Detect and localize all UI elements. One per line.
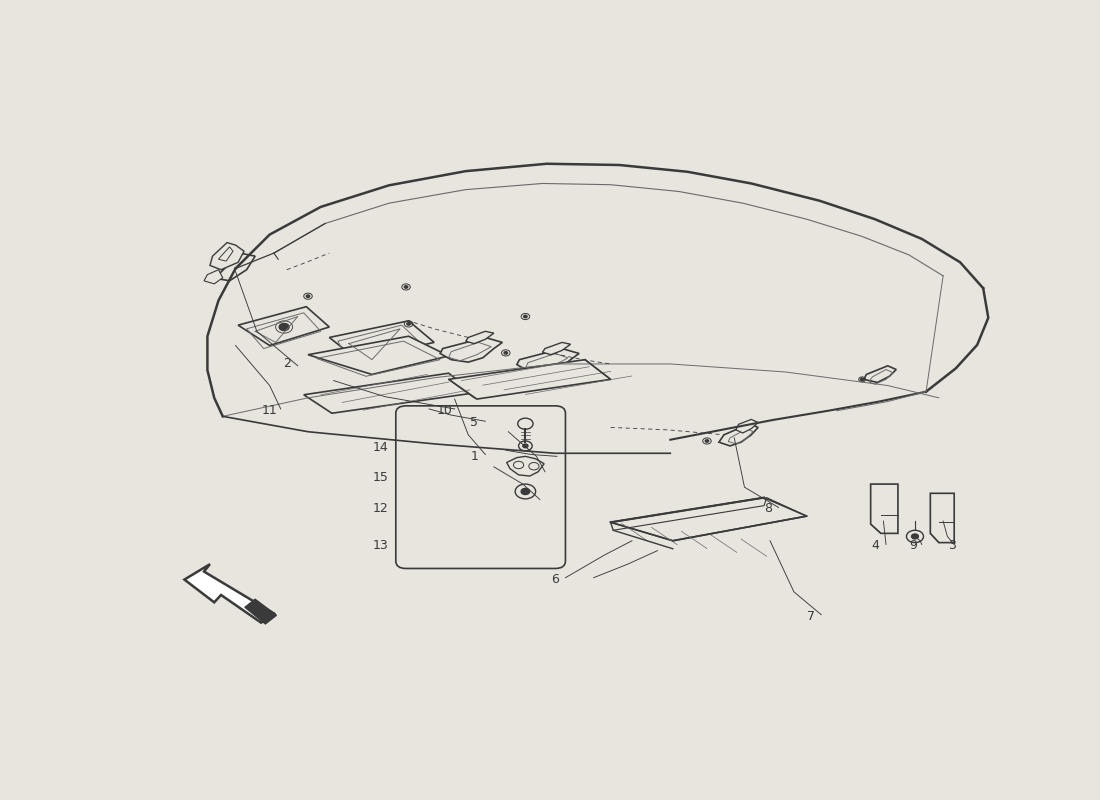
Circle shape: [860, 378, 864, 381]
Polygon shape: [449, 360, 610, 399]
Text: 4: 4: [871, 539, 879, 552]
Circle shape: [504, 352, 507, 354]
Circle shape: [705, 440, 708, 442]
Polygon shape: [542, 342, 571, 354]
Text: 8: 8: [764, 502, 772, 515]
Text: 15: 15: [373, 471, 388, 485]
Text: 14: 14: [373, 441, 388, 454]
Text: 9: 9: [910, 539, 917, 552]
Text: 11: 11: [262, 404, 277, 417]
Polygon shape: [931, 494, 954, 542]
FancyBboxPatch shape: [396, 406, 565, 569]
Polygon shape: [245, 599, 276, 624]
Text: 13: 13: [373, 539, 388, 552]
Polygon shape: [210, 242, 244, 270]
Polygon shape: [719, 424, 758, 446]
Text: 6: 6: [551, 573, 559, 586]
Text: 5: 5: [470, 416, 478, 429]
Polygon shape: [212, 253, 255, 281]
Circle shape: [279, 323, 289, 330]
Text: 2: 2: [283, 358, 290, 370]
Text: 7: 7: [807, 610, 815, 623]
Polygon shape: [610, 498, 806, 541]
Polygon shape: [736, 419, 758, 433]
Polygon shape: [329, 321, 434, 360]
Polygon shape: [465, 331, 494, 344]
Circle shape: [306, 295, 310, 298]
Polygon shape: [219, 247, 233, 261]
Polygon shape: [440, 338, 503, 362]
Polygon shape: [185, 564, 274, 622]
Polygon shape: [507, 456, 544, 476]
Polygon shape: [204, 270, 222, 284]
Circle shape: [912, 534, 918, 539]
Polygon shape: [871, 484, 898, 534]
Text: 3: 3: [948, 539, 956, 552]
Circle shape: [521, 488, 530, 494]
Polygon shape: [308, 336, 449, 374]
Polygon shape: [304, 373, 474, 414]
Polygon shape: [517, 349, 579, 373]
Circle shape: [522, 444, 528, 448]
Text: 1: 1: [471, 450, 478, 463]
Polygon shape: [238, 306, 329, 346]
Circle shape: [407, 322, 410, 325]
Circle shape: [524, 315, 527, 318]
Text: 10: 10: [437, 404, 452, 417]
Polygon shape: [864, 366, 896, 382]
Text: 12: 12: [373, 502, 388, 515]
Circle shape: [405, 286, 408, 288]
